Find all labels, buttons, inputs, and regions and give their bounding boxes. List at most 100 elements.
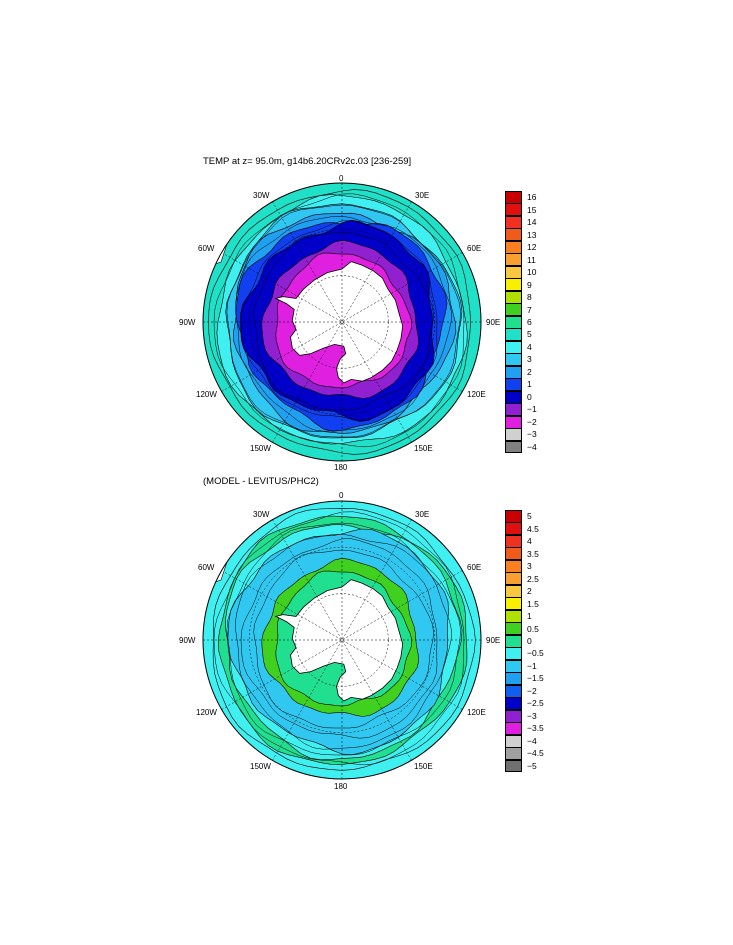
lon-label-60w: 60W [198, 563, 215, 572]
colorbar-cell [505, 415, 522, 429]
colorbar-label: −4 [527, 441, 537, 452]
lon-label-120w: 120W [196, 708, 217, 717]
lon-label-30w: 30W [253, 510, 270, 519]
colorbar-label: 0 [527, 391, 532, 402]
lon-label-90e: 90E [486, 318, 501, 327]
colorbar-cell [505, 597, 522, 611]
colorbar-cell [505, 747, 522, 761]
colorbar-label: −3 [527, 710, 537, 721]
colorbar-label: 1.5 [527, 598, 539, 609]
colorbar-cell [505, 559, 522, 573]
colorbar-label: −4.5 [527, 748, 544, 759]
panel-title: TEMP at z= 95.0m, g14b6.20CRv2c.03 [236-… [203, 156, 412, 167]
colorbar-cell [505, 709, 522, 723]
latitude-circle [249, 229, 435, 415]
colorbar-label: 1 [527, 611, 532, 622]
colorbar-cell [505, 622, 522, 636]
colorbar-label: −5 [527, 760, 537, 771]
colorbar: 5 4.5 4 3.5 3 2.5 2 1.5 1 0.5 0 −0.5 −1 −1.5 −2 −2.5 −3 −… [505, 510, 565, 773]
colorbar-cell [505, 734, 522, 748]
map-boundary [202, 182, 482, 462]
colorbar-cell [505, 722, 522, 736]
colorbar-label: 3 [527, 354, 532, 365]
colorbar-cell [505, 365, 522, 379]
colorbar-cell [505, 340, 522, 354]
colorbar-cell [505, 647, 522, 661]
colorbar-label: 2 [527, 366, 532, 377]
lon-label-60e: 60E [467, 244, 482, 253]
colorbar-cell [505, 510, 522, 523]
lon-label-30e: 30E [415, 191, 430, 200]
colorbar-label: −1.5 [527, 673, 544, 684]
colorbar-label: 3.5 [527, 548, 539, 559]
lon-label-30w: 30W [253, 191, 270, 200]
colorbar-cell [505, 265, 522, 279]
colorbar-cell [505, 659, 522, 673]
colorbar-label: 7 [527, 304, 532, 315]
lon-label-120w: 120W [196, 390, 217, 399]
colorbar-label: 6 [527, 317, 532, 327]
colorbar-label: −2 [527, 685, 537, 696]
colorbar-label: 13 [527, 229, 537, 240]
colorbar-label: −2 [527, 416, 537, 427]
colorbar-cell [505, 240, 522, 254]
colorbar-cell [505, 759, 522, 773]
lon-label-120e: 120E [467, 390, 486, 399]
colorbar-label: 0.5 [527, 623, 539, 634]
colorbar-cell [505, 697, 522, 711]
colorbar-label: 15 [527, 204, 537, 215]
colorbar-label: −3 [527, 429, 537, 440]
panel-title: (MODEL - LEVITUS/PHC2) [203, 476, 319, 487]
colorbar-label: −0.5 [527, 648, 544, 659]
colorbar-label: 5 [527, 511, 532, 522]
colorbar-label: −3.5 [527, 723, 544, 734]
colorbar-cell [505, 684, 522, 698]
latitude-circle [249, 547, 435, 733]
colorbar: 16 15 14 13 12 11 10 9 8 7 6 5 4 3 2 1 0 −1 −2 −3 −4 [505, 191, 565, 454]
colorbar-label: 10 [527, 267, 537, 278]
colorbar-label: 8 [527, 292, 532, 303]
antarctica-land [274, 579, 404, 702]
colorbar-label: 3 [527, 561, 532, 572]
lon-label-150e: 150E [414, 762, 433, 771]
colorbar-label: 4.5 [527, 523, 539, 534]
colorbar-cell [505, 315, 522, 329]
antarctica-land [274, 261, 404, 384]
colorbar-label: 1 [527, 379, 532, 390]
colorbar-label: 4 [527, 341, 532, 352]
colorbar-cell [505, 584, 522, 598]
colorbar-cell [505, 609, 522, 623]
colorbar-label: 14 [527, 217, 537, 228]
colorbar-cell [505, 534, 522, 548]
lon-label-90w: 90W [179, 318, 196, 327]
colorbar-label: −2.5 [527, 698, 544, 709]
lon-label-90w: 90W [179, 636, 196, 645]
lon-label-0: 0 [339, 174, 344, 183]
colorbar-label: 4 [527, 536, 532, 547]
lon-label-150e: 150E [414, 444, 433, 453]
lon-label-30e: 30E [415, 510, 430, 519]
lon-label-180: 180 [334, 463, 348, 472]
colorbar-cell [505, 522, 522, 536]
colorbar-cell [505, 215, 522, 229]
colorbar-label: −1 [527, 660, 537, 671]
colorbar-label: −4 [527, 735, 537, 746]
colorbar-cell [505, 547, 522, 561]
colorbar-label: 2.5 [527, 573, 539, 584]
lon-label-120e: 120E [467, 708, 486, 717]
colorbar-cell [505, 440, 522, 454]
colorbar-label: 2 [527, 586, 532, 597]
lon-label-60e: 60E [467, 563, 482, 572]
colorbar-label: 5 [527, 329, 532, 340]
colorbar-label: −1 [527, 404, 537, 415]
lon-label-0: 0 [339, 491, 344, 500]
colorbar-cell [505, 390, 522, 404]
lon-label-180: 180 [334, 782, 348, 791]
colorbar-cell [505, 672, 522, 686]
lon-label-150w: 150W [250, 444, 271, 453]
map-boundary [202, 500, 482, 780]
colorbar-label: 11 [527, 254, 536, 265]
lon-label-60w: 60W [198, 244, 215, 253]
